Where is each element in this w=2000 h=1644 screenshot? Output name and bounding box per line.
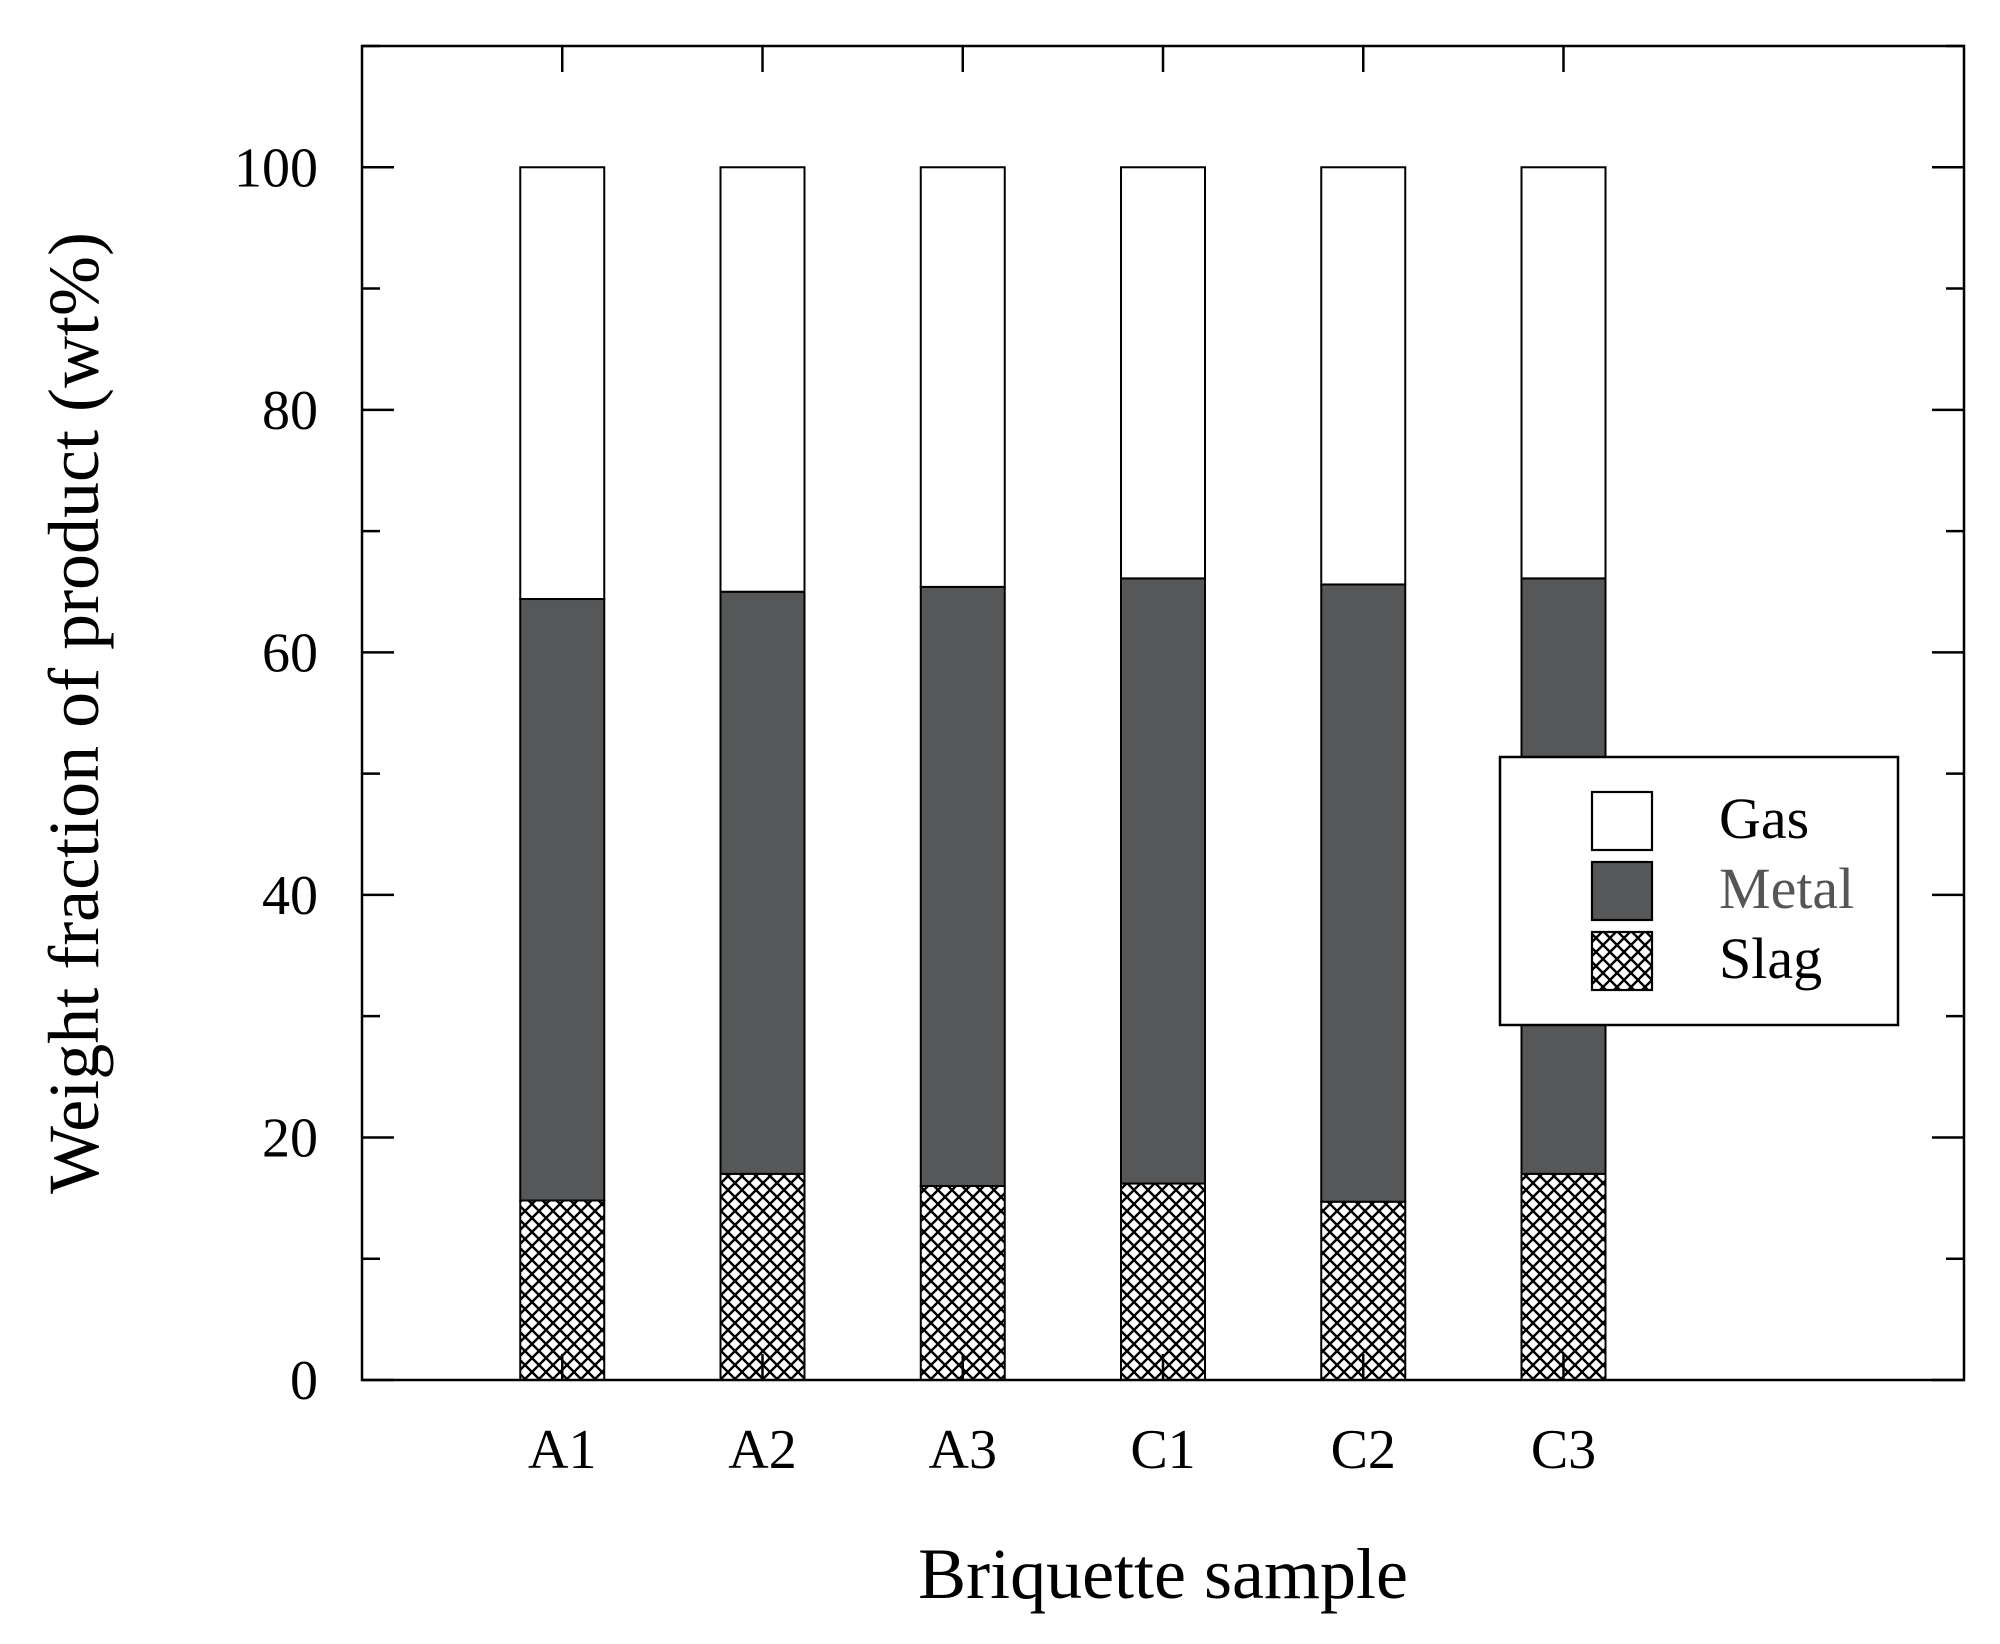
bar-gas-c1: [1120, 166, 1206, 580]
y-tick-label: 0: [290, 1350, 318, 1412]
legend-label-slag: Slag: [1719, 926, 1822, 991]
bar-slag-a3: [919, 1184, 1006, 1381]
x-tick-label: C1: [1130, 1419, 1195, 1481]
legend-swatch-gas: [1590, 790, 1654, 852]
ticks-layer: 0 20 40 60 80 100 A1 A2 A3 C1 C2 C3: [234, 44, 1964, 1481]
y-tick-label: 40: [262, 865, 318, 927]
bar-slag-c1: [1120, 1182, 1206, 1382]
y-tick-label: 80: [262, 380, 318, 442]
x-tick-label: A2: [728, 1419, 796, 1481]
bar-metal-a2: [719, 590, 806, 1175]
bar-gas-a2: [719, 166, 806, 593]
bar-metal-a1: [519, 598, 606, 1202]
legend-label-metal: Metal: [1719, 856, 1854, 921]
bars-layer: [519, 166, 1607, 1382]
legend-label-gas: Gas: [1719, 786, 1809, 851]
bar-slag-c2: [1320, 1200, 1407, 1382]
bar-gas-a1: [519, 166, 606, 601]
x-tick-label: C3: [1531, 1419, 1596, 1481]
legend-swatch-metal: [1590, 860, 1654, 922]
x-tick-label: C2: [1331, 1419, 1396, 1481]
bar-gas-c2: [1320, 166, 1407, 586]
bar-slag-a1: [519, 1199, 606, 1381]
y-axis-title: Weight fraction of product (wt%): [34, 232, 114, 1194]
y-tick-label: 20: [262, 1107, 318, 1169]
bar-gas-a3: [919, 166, 1006, 588]
y-tick-label: 60: [262, 622, 318, 684]
bar-metal-c1: [1120, 577, 1206, 1185]
x-tick-label: A3: [929, 1419, 997, 1481]
x-tick-label: A1: [528, 1419, 596, 1481]
x-axis-title: Briquette sample: [918, 1534, 1408, 1614]
y-tick-label: 100: [234, 137, 318, 199]
bar-metal-c2: [1320, 583, 1407, 1203]
bar-slag-a2: [719, 1172, 806, 1381]
bar-slag-c3: [1520, 1172, 1607, 1381]
bar-gas-c3: [1520, 166, 1607, 580]
bar-metal-a3: [919, 585, 1006, 1187]
legend-swatch-slag: [1590, 930, 1654, 992]
legend-box: [1498, 755, 1900, 1027]
